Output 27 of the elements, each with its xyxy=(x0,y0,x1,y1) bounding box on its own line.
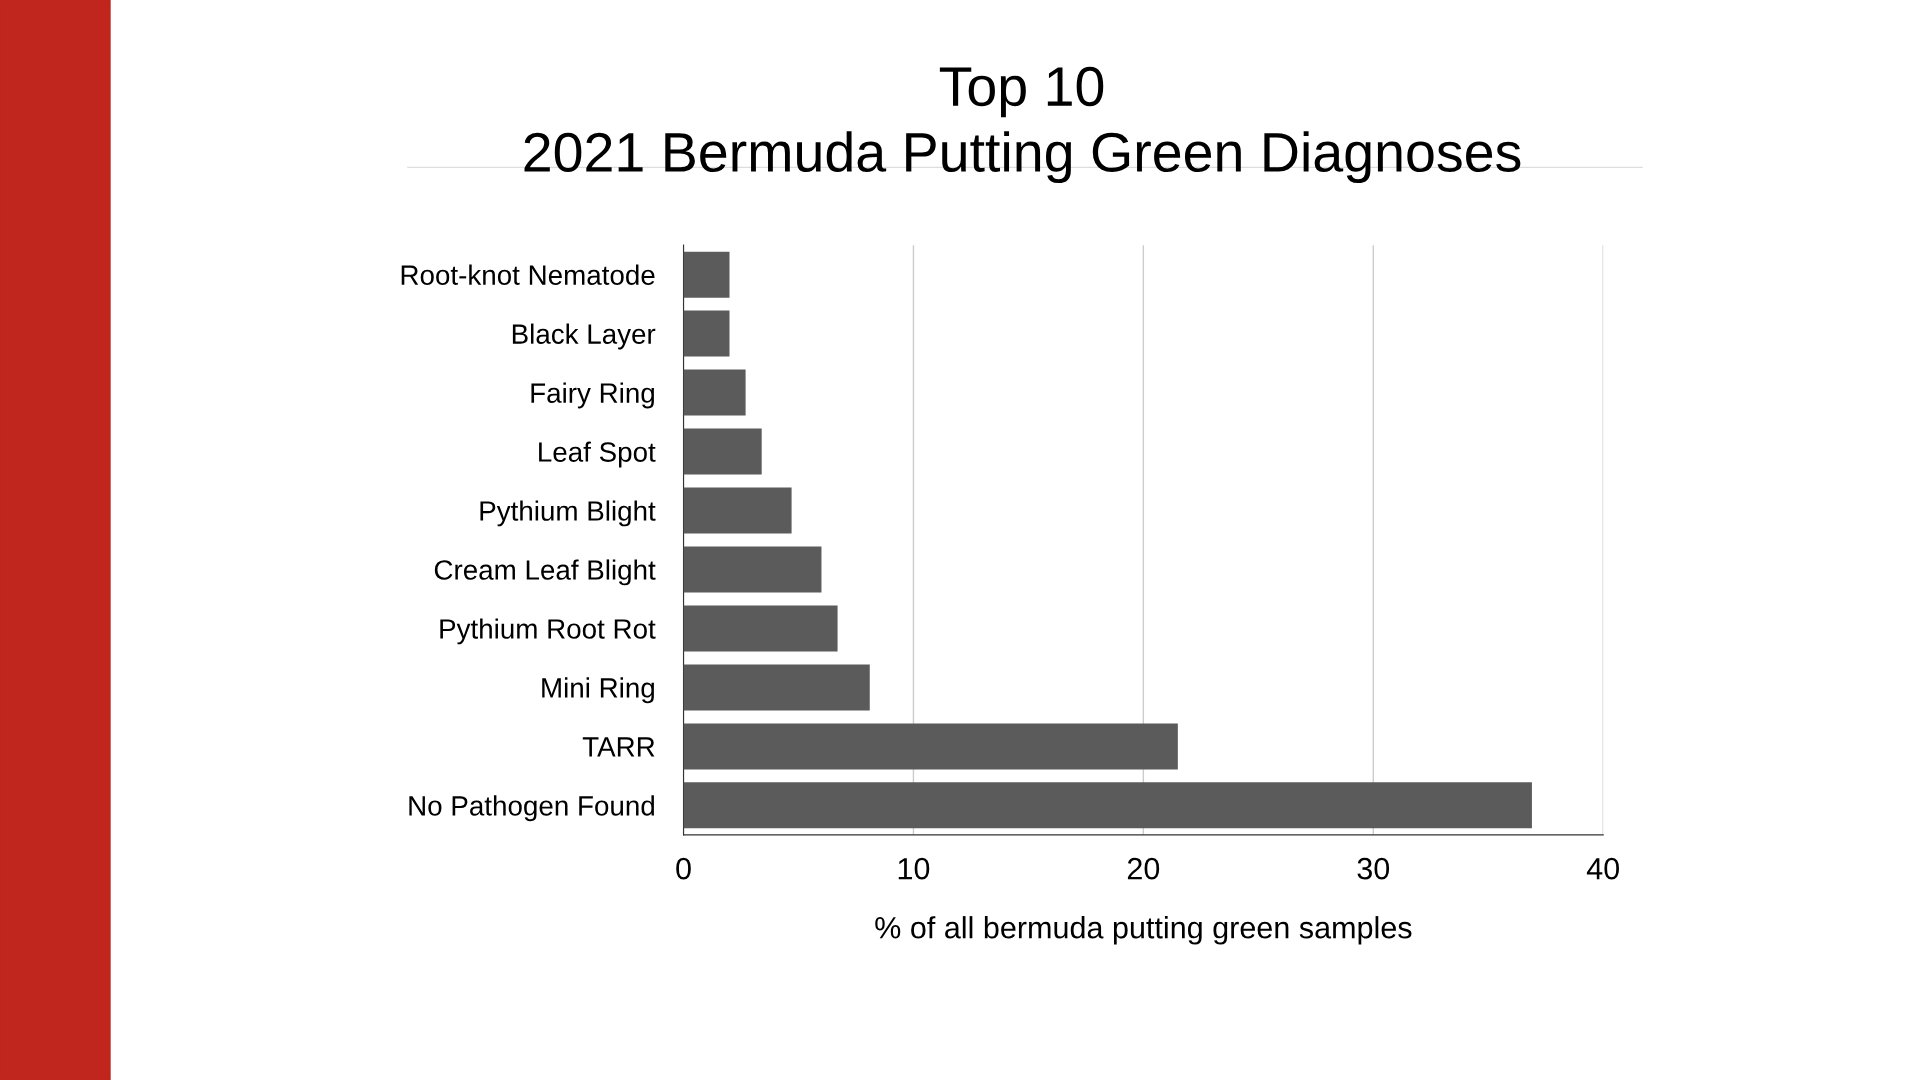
x-axis-title: % of all bermuda putting green samples xyxy=(875,916,1412,945)
y-tick-label: No Pathogen Found xyxy=(409,795,654,822)
bar xyxy=(683,546,822,593)
y-tick-label: Mini Ring xyxy=(542,677,654,704)
bar xyxy=(683,782,1532,829)
y-tick-label: Root-knot Nematode xyxy=(401,264,655,285)
x-tick-label: 20 xyxy=(1127,857,1160,880)
bar xyxy=(683,251,730,298)
y-tick-label: TARR xyxy=(582,737,655,757)
y-tick-label: Pythium Blight xyxy=(480,500,656,527)
bar xyxy=(683,605,838,652)
bar xyxy=(683,487,792,534)
x-tick-label: 30 xyxy=(1357,857,1390,880)
y-tick-label: Leaf Spot xyxy=(539,441,656,468)
x-tick-label: 10 xyxy=(898,857,930,880)
y-tick-label: Pythium Root Rot xyxy=(440,618,656,645)
bar xyxy=(683,310,730,357)
chart-title: Top 10 2021 Bermuda Putting Green Diagnoses xyxy=(524,66,1521,184)
bar xyxy=(683,723,1178,770)
bar xyxy=(683,664,870,711)
bar xyxy=(683,428,762,475)
x-tick-label: 40 xyxy=(1586,857,1619,880)
y-tick-label: Fairy Ring xyxy=(531,382,654,409)
x-tick-label: 0 xyxy=(676,857,691,880)
bar xyxy=(683,369,746,416)
y-tick-label: Black Layer xyxy=(512,323,656,350)
y-tick-label: Cream Leaf Blight xyxy=(434,559,656,586)
